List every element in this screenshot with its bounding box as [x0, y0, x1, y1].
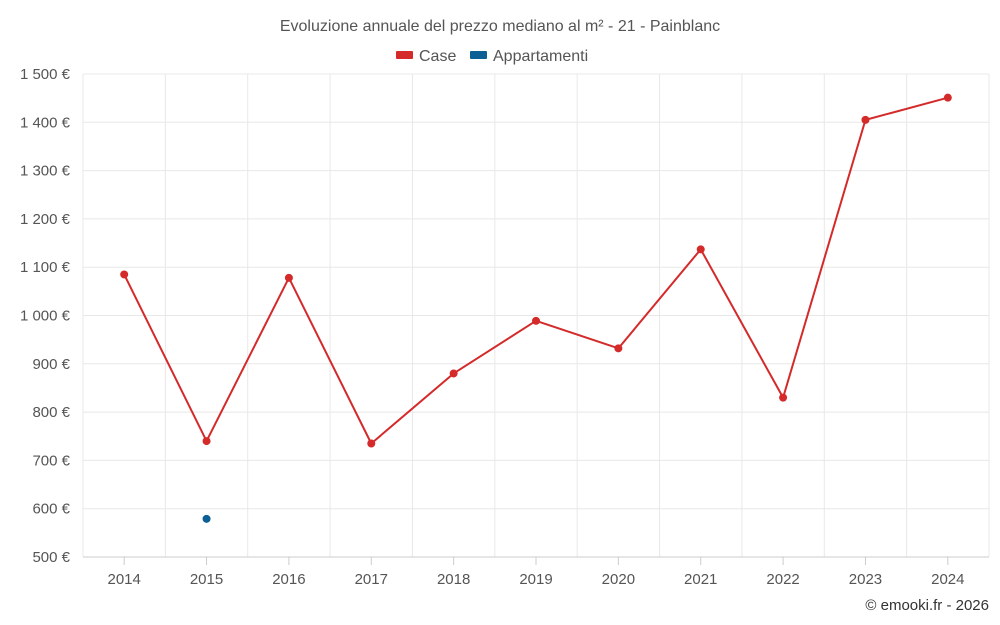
data-point-case[interactable] [120, 270, 129, 279]
x-tick-label: 2014 [107, 571, 140, 588]
y-tick-label: 600 € [32, 501, 70, 518]
data-point-case[interactable] [367, 439, 376, 448]
credit: © emooki.fr - 2026 [865, 597, 989, 614]
legend: Case Appartamenti [396, 48, 588, 65]
x-tick-label: 2020 [602, 571, 635, 588]
data-point-case[interactable] [614, 344, 623, 353]
x-tick-label: 2018 [437, 571, 470, 588]
legend-label-appartamenti: Appartamenti [493, 48, 588, 65]
x-tick-label: 2021 [684, 571, 717, 588]
data-point-case[interactable] [943, 93, 952, 102]
y-tick-label: 900 € [32, 356, 70, 373]
legend-item-case[interactable]: Case [396, 48, 456, 65]
data-point-case[interactable] [449, 369, 458, 378]
data-point-case[interactable] [861, 115, 870, 124]
legend-swatch-case [396, 51, 413, 59]
legend-item-appartamenti[interactable]: Appartamenti [470, 48, 588, 65]
series [120, 93, 952, 523]
x-tick-label: 2019 [519, 571, 552, 588]
y-tick-label: 1 500 € [20, 66, 71, 83]
y-tick-label: 1 100 € [20, 259, 71, 276]
y-axis: 500 € 600 € 700 € 800 € 900 € 1 000 € 1 100 € 1… [20, 66, 71, 566]
y-tick-label: 1 200 € [20, 211, 71, 228]
x-tick-label: 2017 [355, 571, 388, 588]
y-tick-label: 800 € [32, 404, 70, 421]
y-tick-label: 700 € [32, 452, 70, 469]
grid [82, 73, 990, 557]
data-point-case[interactable] [696, 245, 705, 254]
chart-title: Evoluzione annuale del prezzo mediano al… [280, 18, 720, 35]
x-axis: 2014 2015 2016 2017 2018 2019 2020 2021 2022 2023… [83, 556, 989, 588]
y-tick-label: 1 300 € [20, 163, 71, 180]
x-tick-label: 2023 [849, 571, 882, 588]
data-point-case[interactable] [284, 273, 293, 282]
legend-label-case: Case [419, 48, 456, 65]
y-tick-label: 500 € [32, 549, 70, 566]
data-point-case[interactable] [779, 393, 788, 402]
x-tick-label: 2024 [931, 571, 964, 588]
y-tick-label: 1 400 € [20, 114, 71, 131]
x-tick-label: 2022 [766, 571, 799, 588]
data-point-appartamenti[interactable] [202, 514, 211, 523]
data-point-case[interactable] [202, 437, 211, 446]
legend-swatch-appartamenti [470, 51, 487, 59]
x-tick-label: 2016 [272, 571, 305, 588]
x-tick-label: 2015 [190, 571, 223, 588]
data-point-case[interactable] [532, 316, 540, 325]
y-tick-label: 1 000 € [20, 308, 71, 325]
